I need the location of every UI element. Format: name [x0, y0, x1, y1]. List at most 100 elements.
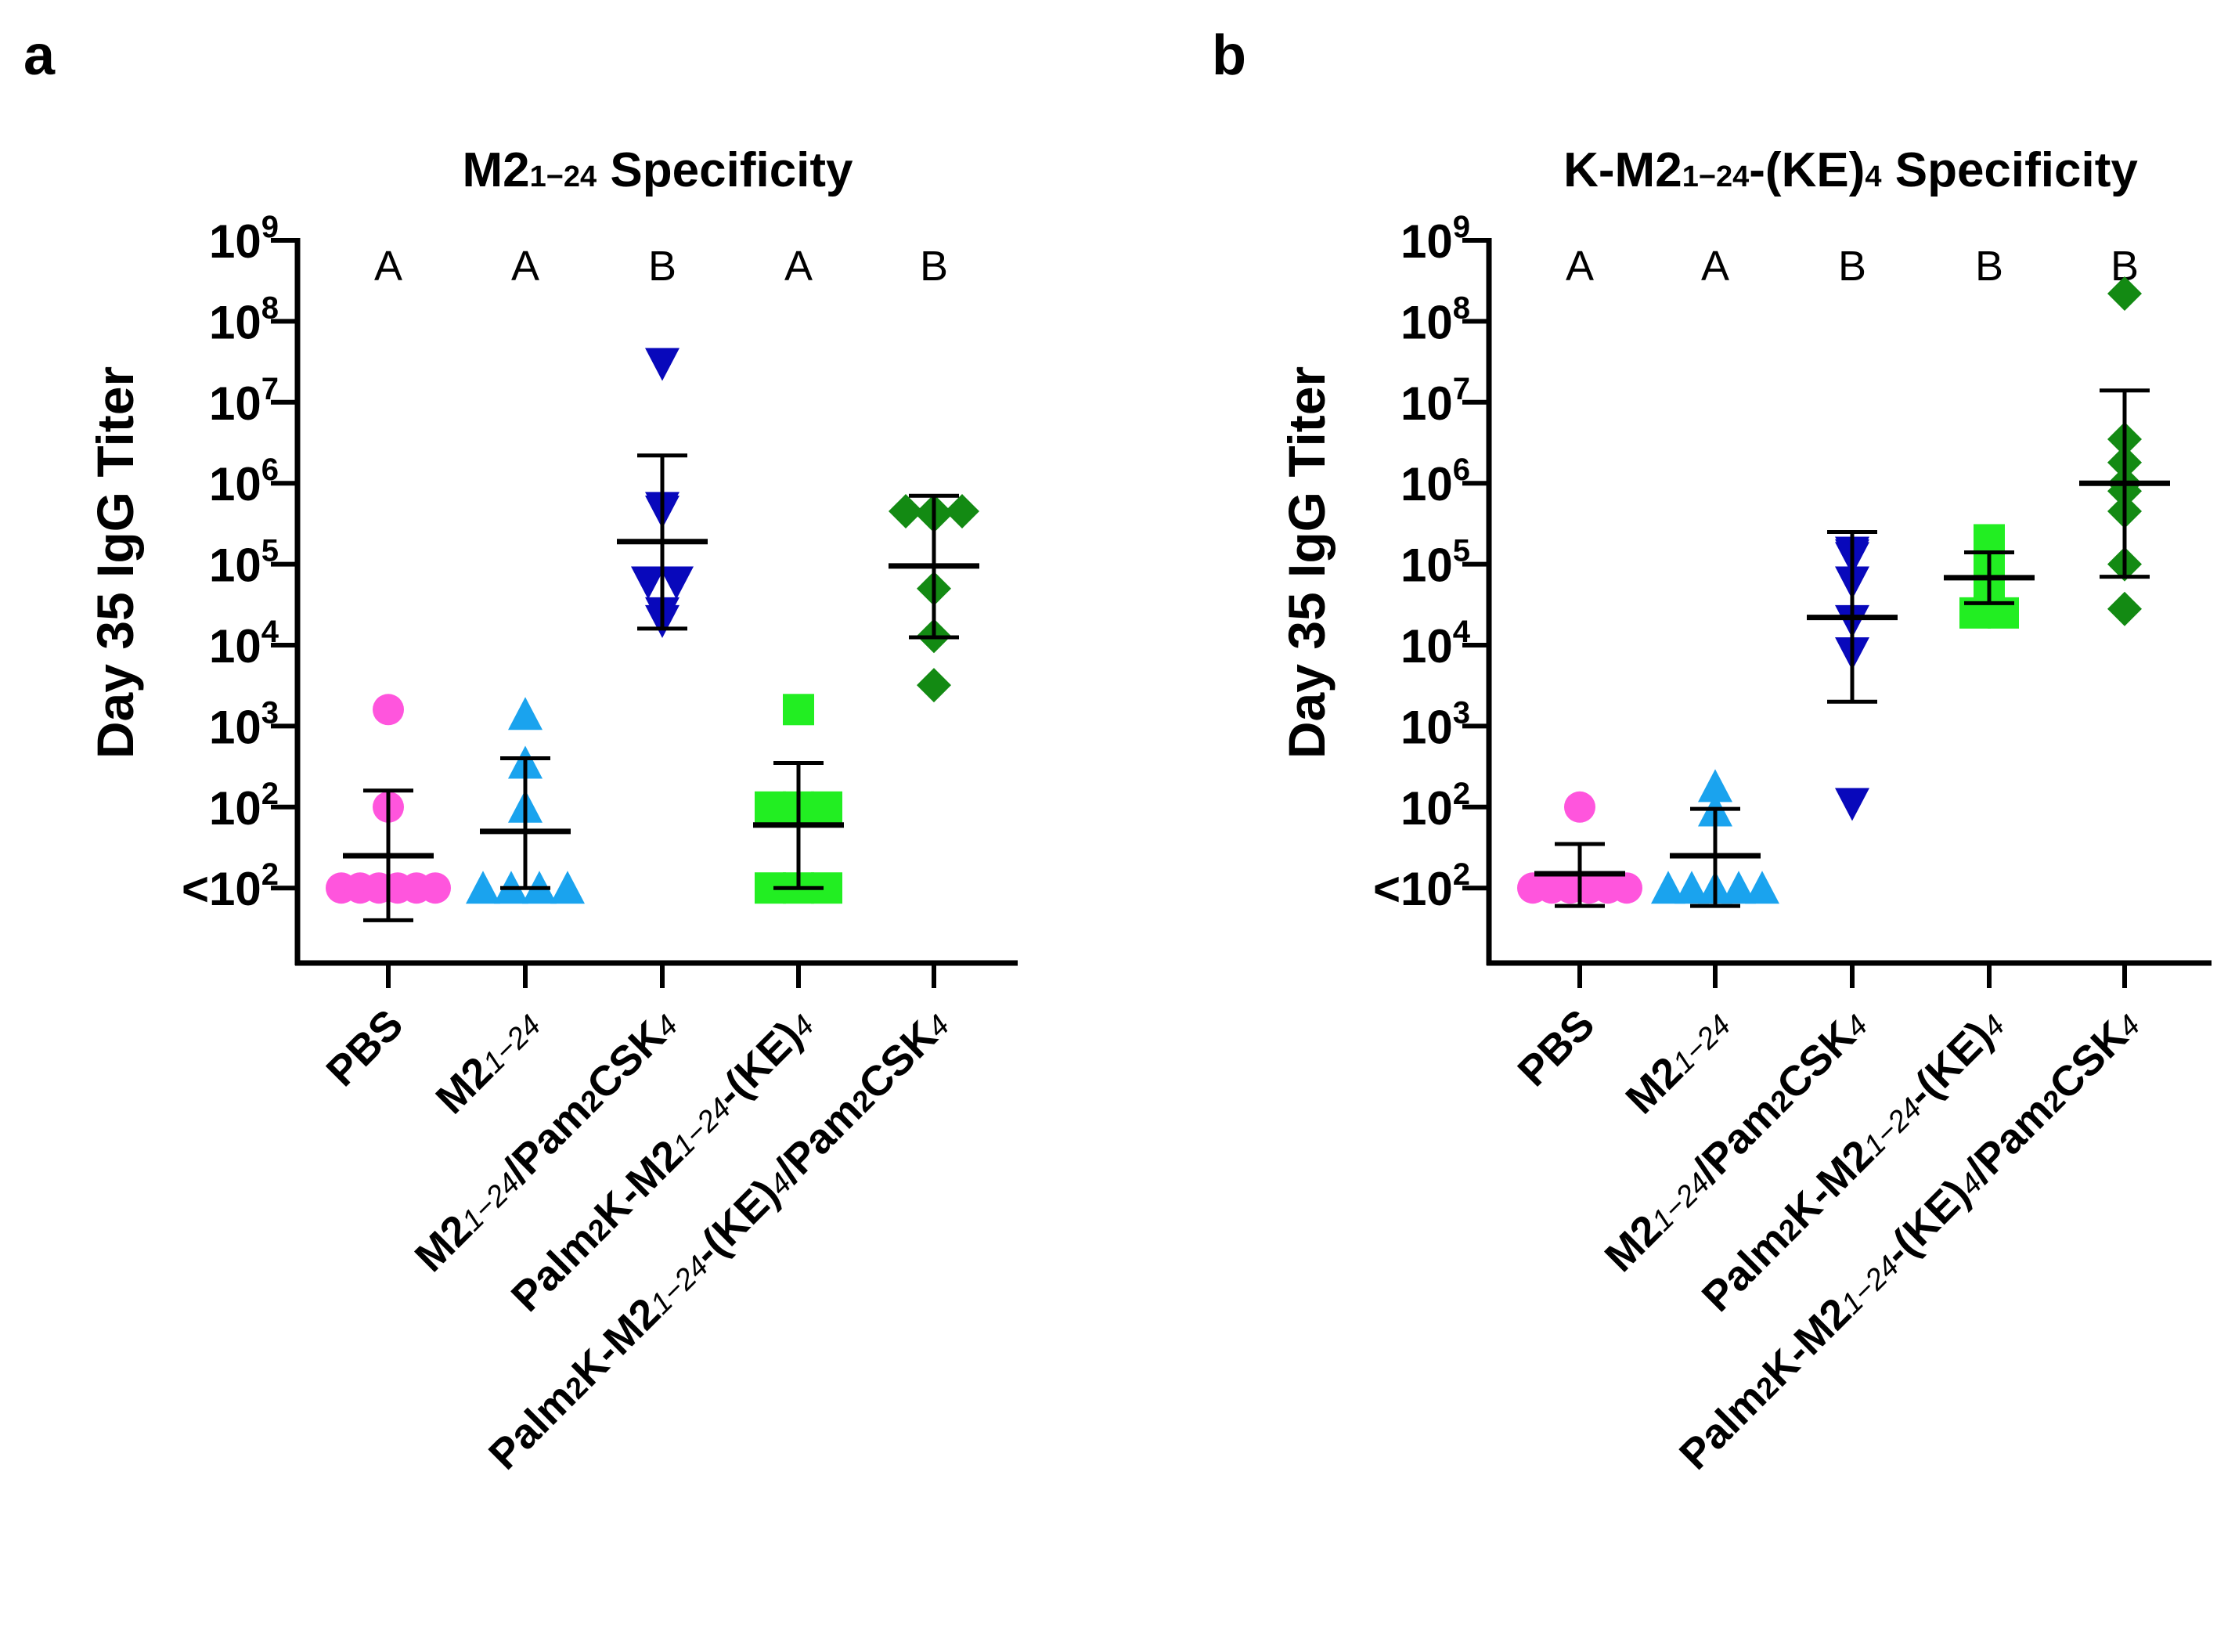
data-point [1835, 788, 1869, 821]
data-point [1564, 791, 1595, 823]
chart-title: M21−24 Specificity [462, 143, 853, 197]
y-tick-label: 104 [209, 615, 279, 673]
category-label: PBS [318, 1001, 413, 1095]
significance-letter: B [648, 243, 676, 290]
y-tick-base: <10 [182, 863, 261, 915]
significance-letter: A [374, 243, 402, 290]
y-tick-base: 10 [209, 458, 261, 510]
y-tick-exponent: 4 [261, 615, 279, 649]
data-point [1698, 769, 1732, 803]
y-axis-label: Day 35 IgG Titer [86, 366, 144, 759]
y-tick-base: 10 [209, 701, 261, 753]
series-M2_Pam: B M21−24/Pam2CSK4 [406, 243, 708, 1281]
data-point [373, 694, 404, 726]
significance-letter: B [1838, 243, 1866, 290]
y-tick-exponent: 9 [261, 210, 279, 244]
data-point [889, 494, 923, 529]
data-point [508, 697, 543, 730]
y-tick-exponent: 7 [261, 372, 279, 406]
y-tick-label: 107 [209, 372, 279, 430]
series-PBS: A PBS [318, 243, 451, 1095]
series-M2_Pam: B M21−24/Pam2CSK4 [1596, 243, 1898, 1281]
data-point [1745, 871, 1779, 904]
y-tick-label: 105 [1400, 534, 1470, 592]
y-tick-label: 108 [209, 290, 279, 348]
title-part: Specificity [597, 143, 853, 197]
y-tick-label: <102 [1373, 857, 1470, 915]
y-tick-base: 10 [209, 377, 261, 430]
title-part: Specificity [1882, 143, 2139, 197]
y-tick-base: 10 [1400, 215, 1453, 268]
significance-letter: A [511, 243, 539, 290]
data-point [755, 791, 786, 823]
y-tick-exponent: 9 [1453, 210, 1470, 244]
y-tick-base: 10 [209, 539, 261, 592]
y-tick-base: 10 [209, 782, 261, 835]
significance-letter: A [784, 243, 813, 290]
chart-title: K-M21−24-(KE)4 Specificity [1563, 143, 2138, 197]
y-tick-label: 105 [209, 534, 279, 592]
title-part: 1−24 [1682, 161, 1750, 193]
y-tick-base: 10 [209, 215, 261, 268]
data-point [2107, 591, 2142, 626]
category-part: PBS [318, 1001, 413, 1095]
data-point [1611, 872, 1642, 904]
panel-letter: a [23, 24, 56, 87]
y-tick-label: 106 [1400, 453, 1470, 510]
data-point [783, 694, 814, 726]
y-tick-exponent: 2 [1453, 777, 1470, 811]
category-label: M21−24/Pam2CSK4 [406, 1001, 687, 1281]
y-tick-exponent: 4 [1453, 615, 1471, 649]
y-tick-label: 103 [1400, 695, 1470, 753]
title-part: 1−24 [530, 161, 597, 193]
data-point [550, 871, 585, 904]
title-part: K-M2 [1563, 143, 1682, 197]
y-tick-base: 10 [1400, 377, 1453, 430]
significance-letter: B [920, 243, 948, 290]
category-label: PBS [1509, 1001, 1604, 1095]
title-part: -(KE) [1749, 143, 1865, 197]
data-point [631, 566, 665, 600]
series-PBS: A PBS [1509, 243, 1642, 1095]
category-label: M21−24/Pam2CSK4 [1596, 1001, 1876, 1281]
title-part: 4 [1865, 161, 1881, 193]
category-label: M21−24 [1617, 1001, 1739, 1123]
y-tick-base: 10 [1400, 458, 1453, 510]
y-tick-label: 109 [1400, 210, 1470, 268]
y-tick-label: 109 [209, 210, 279, 268]
series-M2: A M21−24 [1617, 243, 1779, 1123]
y-tick-exponent: 2 [261, 777, 279, 811]
y-tick-exponent: 3 [1453, 695, 1470, 730]
data-point [917, 668, 951, 703]
y-tick-exponent: 2 [261, 857, 279, 892]
title-part: M2 [462, 143, 529, 197]
data-point [1651, 871, 1685, 904]
y-tick-exponent: 6 [261, 453, 279, 487]
y-tick-exponent: 5 [261, 534, 279, 568]
y-tick-exponent: 8 [1453, 290, 1470, 325]
significance-letter: A [1701, 243, 1729, 290]
y-tick-label: 104 [1400, 615, 1471, 673]
y-tick-label: 102 [209, 777, 279, 835]
y-tick-label: 106 [209, 453, 279, 510]
y-tick-exponent: 7 [1453, 372, 1470, 406]
y-tick-exponent: 5 [1453, 534, 1470, 568]
y-tick-base: 10 [209, 620, 261, 673]
series-M2: A M21−24 [427, 243, 585, 1123]
data-point [466, 871, 500, 904]
data-point [645, 348, 680, 381]
data-point [1674, 871, 1709, 904]
data-point [1721, 871, 1756, 904]
y-tick-label: <102 [182, 857, 279, 915]
y-tick-label: 102 [1400, 777, 1470, 835]
y-tick-exponent: 2 [1453, 857, 1470, 892]
y-tick-exponent: 8 [261, 290, 279, 325]
y-tick-label: 103 [209, 695, 279, 753]
category-part: PBS [1509, 1001, 1604, 1095]
y-tick-exponent: 6 [1453, 453, 1470, 487]
y-tick-label: 108 [1400, 290, 1470, 348]
y-tick-base: 10 [1400, 701, 1453, 753]
